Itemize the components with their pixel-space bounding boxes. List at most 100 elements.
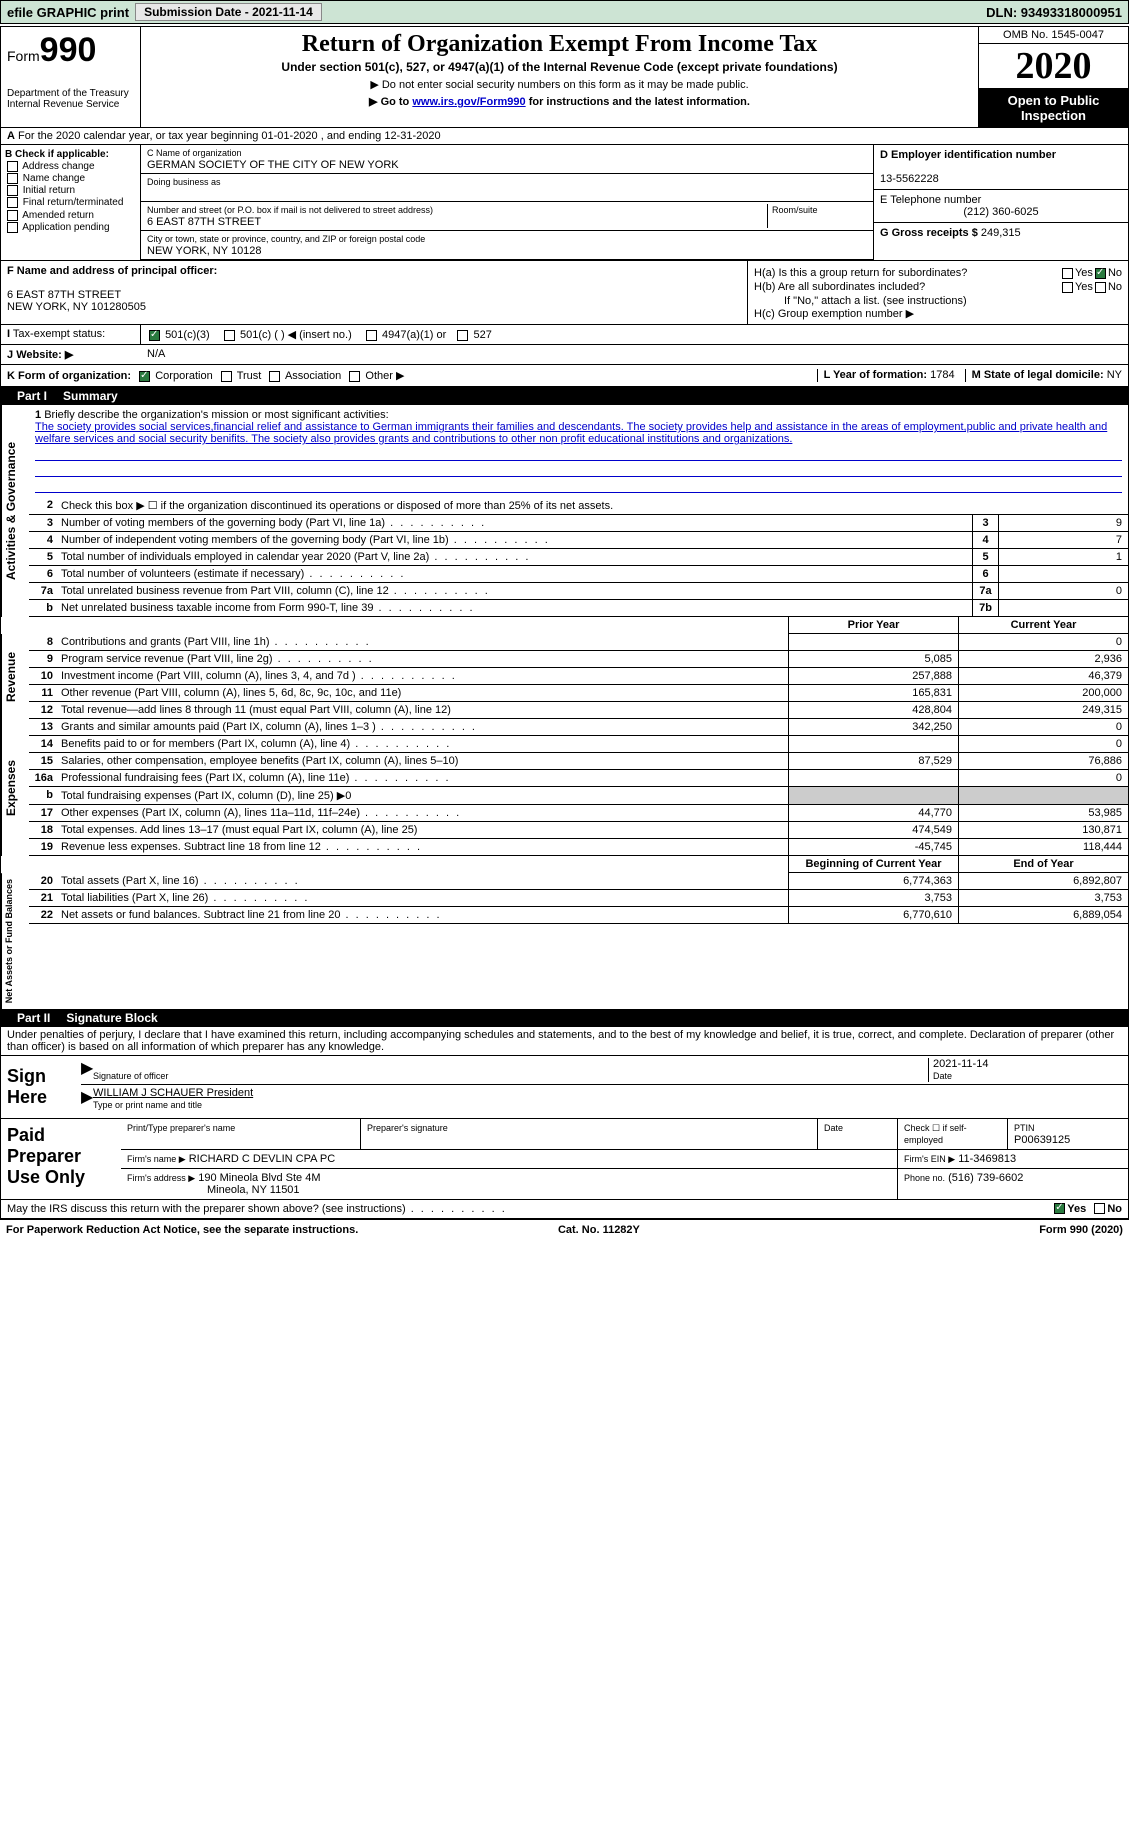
submission-date-btn[interactable]: Submission Date - 2021-11-14: [135, 3, 322, 21]
ha-label: H(a) Is this a group return for subordin…: [754, 267, 1060, 279]
cb-trust[interactable]: [221, 371, 232, 382]
line17: Other expenses (Part IX, column (A), lin…: [57, 805, 788, 821]
v5: 1: [998, 549, 1128, 565]
form-990: Form990 Department of the Treasury Inter…: [0, 26, 1129, 1220]
org-name: GERMAN SOCIETY OF THE CITY OF NEW YORK: [147, 159, 399, 171]
section-f: F Name and address of principal officer:…: [1, 261, 748, 324]
form-subtitle: Under section 501(c), 527, or 4947(a)(1)…: [149, 60, 970, 74]
cb-501c3[interactable]: [149, 330, 160, 341]
ha-no[interactable]: [1095, 268, 1106, 279]
paid-preparer: Paid Preparer Use Only: [1, 1119, 121, 1199]
cb-assoc[interactable]: [269, 371, 280, 382]
cb-address-change[interactable]: Address change: [5, 161, 136, 172]
v7b: [998, 600, 1128, 616]
line22: Net assets or fund balances. Subtract li…: [57, 907, 788, 923]
v6: [998, 566, 1128, 582]
k-label: K Form of organization:: [7, 370, 131, 382]
line4: Number of independent voting members of …: [57, 532, 972, 548]
v7a: 0: [998, 583, 1128, 599]
cb-corp[interactable]: [139, 371, 150, 382]
prior-year-hdr: Prior Year: [788, 617, 958, 634]
gross-receipts-label: G Gross receipts $: [880, 227, 978, 239]
tax-year: 2020: [979, 44, 1128, 89]
line16a: Professional fundraising fees (Part IX, …: [57, 770, 788, 786]
efile-label: efile GRAPHIC print: [7, 5, 129, 20]
line11: Other revenue (Part VIII, column (A), li…: [57, 685, 788, 701]
form-word: Form: [7, 48, 40, 64]
line6: Total number of volunteers (estimate if …: [57, 566, 972, 582]
line7a: Total unrelated business revenue from Pa…: [57, 583, 972, 599]
line10: Investment income (Part VIII, column (A)…: [57, 668, 788, 684]
omb-number: OMB No. 1545-0047: [979, 27, 1128, 44]
phone-value: (212) 360-6025: [880, 206, 1122, 218]
hb-no[interactable]: [1095, 282, 1106, 293]
domicile: NY: [1107, 369, 1122, 381]
form-ref: Form 990 (2020): [1039, 1224, 1123, 1236]
part2-header: Part IISignature Block: [1, 1009, 1128, 1027]
street-address: 6 EAST 87TH STREET: [147, 216, 261, 228]
cb-initial-return[interactable]: Initial return: [5, 185, 136, 196]
line8: Contributions and grants (Part VIII, lin…: [57, 634, 788, 650]
discuss-yes[interactable]: [1054, 1203, 1065, 1214]
line13: Grants and similar amounts paid (Part IX…: [57, 719, 788, 735]
mission-label: Briefly describe the organization's miss…: [44, 409, 388, 421]
tax-year-range: For the 2020 calendar year, or tax year …: [18, 130, 441, 142]
ein-label: D Employer identification number: [880, 149, 1056, 161]
phone-label: E Telephone number: [880, 194, 981, 206]
cb-4947[interactable]: [366, 330, 377, 341]
open-to-public: Open to Public Inspection: [979, 89, 1128, 127]
firm-addr2: Mineola, NY 11501: [127, 1184, 300, 1196]
v4: 7: [998, 532, 1128, 548]
declaration: Under penalties of perjury, I declare th…: [1, 1027, 1128, 1056]
current-year-hdr: Current Year: [958, 617, 1128, 634]
line21: Total liabilities (Part X, line 26): [57, 890, 788, 906]
cb-final-return[interactable]: Final return/terminated: [5, 197, 136, 208]
gross-receipts-value: 249,315: [981, 227, 1021, 239]
officer-addr2: NEW YORK, NY 101280505: [7, 301, 146, 313]
website-label: Website: ▶: [16, 349, 73, 361]
cb-other[interactable]: [349, 371, 360, 382]
officer-name: WILLIAM J SCHAUER President: [93, 1087, 253, 1099]
tab-netassets: Net Assets or Fund Balances: [1, 873, 29, 1009]
paperwork-notice: For Paperwork Reduction Act Notice, see …: [6, 1224, 358, 1236]
cb-501c[interactable]: [224, 330, 235, 341]
part1-header: Part ISummary: [1, 387, 1128, 405]
tax-status-label: Tax-exempt status:: [13, 328, 105, 340]
irs-link[interactable]: www.irs.gov/Form990: [412, 96, 525, 108]
section-de: D Employer identification number 13-55622…: [873, 145, 1128, 260]
cb-name-change[interactable]: Name change: [5, 173, 136, 184]
line15: Salaries, other compensation, employee b…: [57, 753, 788, 769]
ha-yes[interactable]: [1062, 268, 1073, 279]
line20: Total assets (Part X, line 16): [57, 873, 788, 889]
dept-label: Department of the Treasury Internal Reve…: [7, 88, 134, 110]
year-formation: 1784: [930, 369, 954, 381]
dln-label: DLN: 93493318000951: [986, 5, 1122, 20]
cb-amended[interactable]: Amended return: [5, 210, 136, 221]
dba-label: Doing business as: [147, 177, 221, 187]
hb-label: H(b) Are all subordinates included?: [754, 281, 1060, 293]
ptin: P00639125: [1014, 1134, 1070, 1146]
bcy-hdr: Beginning of Current Year: [788, 856, 958, 873]
section-b: B Check if applicable: Address change Na…: [1, 145, 141, 260]
cb-527[interactable]: [457, 330, 468, 341]
hb-yes[interactable]: [1062, 282, 1073, 293]
cb-app-pending[interactable]: Application pending: [5, 222, 136, 233]
city-state-zip: NEW YORK, NY 10128: [147, 245, 262, 257]
line2: Check this box ▶ ☐ if the organization d…: [57, 497, 1128, 514]
line19: Revenue less expenses. Subtract line 18 …: [57, 839, 788, 855]
sign-here: Sign Here: [1, 1056, 81, 1118]
city-label: City or town, state or province, country…: [147, 234, 425, 244]
tab-activities: Activities & Governance: [1, 405, 29, 617]
officer-label: F Name and address of principal officer:: [7, 265, 217, 277]
form-title: Return of Organization Exempt From Incom…: [149, 31, 970, 58]
line-a: A For the 2020 calendar year, or tax yea…: [1, 128, 1128, 145]
firm-ein: 11-3469813: [958, 1153, 1016, 1165]
firm-name: RICHARD C DEVLIN CPA PC: [189, 1153, 336, 1165]
discuss-no[interactable]: [1094, 1203, 1105, 1214]
hc-label: H(c) Group exemption number ▶: [754, 307, 1122, 320]
cat-no: Cat. No. 11282Y: [558, 1224, 640, 1236]
ey-hdr: End of Year: [958, 856, 1128, 873]
discuss-label: May the IRS discuss this return with the…: [7, 1203, 1052, 1215]
top-bar: efile GRAPHIC print Submission Date - 20…: [0, 0, 1129, 24]
ein-value: 13-5562228: [880, 173, 939, 185]
